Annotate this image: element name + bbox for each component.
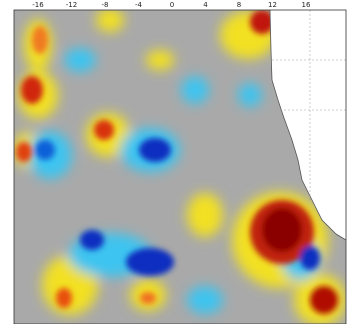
top-tick-label: 12 — [268, 1, 277, 9]
top-axis: -16 -12 -8 -4 0 4 8 12 16 — [32, 1, 311, 9]
top-tick-label: -8 — [102, 1, 109, 9]
top-tick-label: -4 — [135, 1, 143, 9]
anomaly-field — [14, 8, 346, 324]
top-tick-label: 4 — [203, 1, 208, 9]
top-tick-label: 16 — [302, 1, 311, 9]
top-tick-label: -12 — [66, 1, 77, 9]
top-tick-label: 0 — [170, 1, 174, 9]
map: -16 -12 -8 -4 0 4 8 12 16 — [0, 0, 348, 324]
top-tick-label: 8 — [237, 1, 241, 9]
top-tick-label: -16 — [32, 1, 44, 9]
